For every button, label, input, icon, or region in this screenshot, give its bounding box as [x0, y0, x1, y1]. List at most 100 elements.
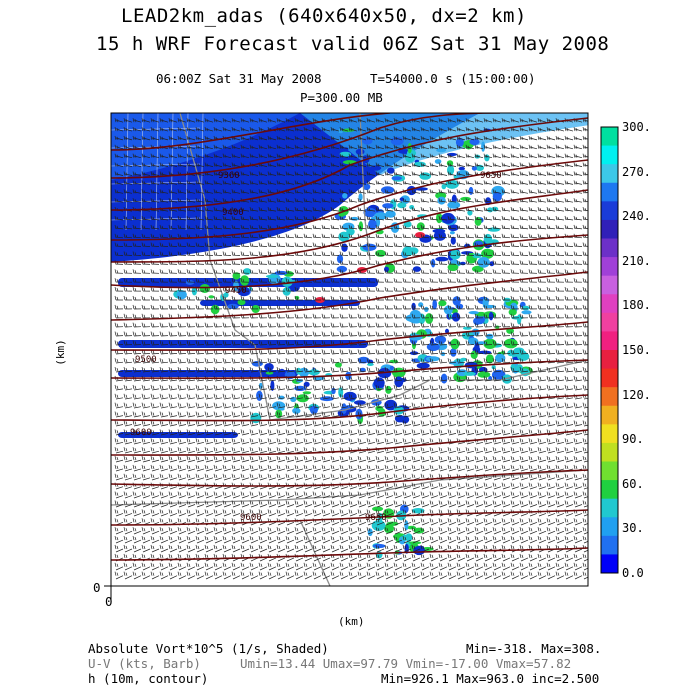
colorbar-block [601, 535, 618, 555]
state-border-line [179, 113, 271, 421]
vorticity-cell [436, 148, 447, 153]
wind-barb [114, 127, 124, 132]
vorticity-cell [296, 394, 309, 403]
vorticity-cell [362, 183, 371, 190]
colorbar-tick-label: 150. [622, 343, 651, 357]
vorticity-cell [265, 371, 274, 375]
vorticity-cell [367, 528, 373, 537]
vorticity-jet-edge [300, 113, 588, 175]
wind-barb [204, 144, 214, 150]
vorticity-cell [240, 275, 250, 286]
wind-barb [222, 144, 232, 150]
wind-barb [465, 118, 475, 123]
wind-barb [159, 127, 169, 132]
vorticity-cell [458, 166, 465, 171]
colorbar-block [601, 164, 618, 184]
y-axis-origin-label: 0 [93, 580, 101, 595]
wind-barb [213, 127, 223, 132]
colorbar-block [601, 257, 618, 277]
x-axis-label: (km) [338, 615, 365, 628]
wind-barb [348, 144, 358, 150]
vorticity-cell [380, 186, 395, 194]
wind-barb [474, 118, 484, 123]
wind-barb [483, 135, 493, 141]
vorticity-cell [334, 362, 342, 368]
wind-barb [384, 118, 394, 123]
colorbar-block [601, 127, 618, 147]
wind-barb [447, 118, 457, 123]
wind-barb [150, 135, 160, 141]
wind-barb [132, 127, 142, 132]
colorbar-block [601, 350, 618, 370]
colorbar-block [601, 498, 618, 518]
wind-barb [357, 127, 367, 132]
vorticity-cell [432, 228, 446, 234]
wind-barb [438, 144, 448, 150]
wind-legend-range: Umin=13.44 Umax=97.79 Vmin=-17.00 Vmax=5… [240, 656, 572, 671]
vorticity-cell [354, 400, 366, 405]
wind-barb [177, 118, 187, 123]
wind-barb [501, 118, 511, 123]
wind-barb [303, 118, 313, 123]
wind-barb [294, 135, 304, 141]
vorticity-cell [303, 381, 310, 387]
vorticity-cell [433, 230, 446, 241]
vorticity-cell [292, 407, 301, 414]
vorticity-cell [363, 207, 377, 218]
vorticity-cell [387, 167, 395, 174]
wind-barb [537, 118, 547, 123]
vorticity-cell [447, 201, 461, 209]
x-axis-origin-label: 0 [105, 594, 113, 609]
colorbar-block [601, 294, 618, 314]
colorbar-block [601, 480, 618, 500]
colorbar-blocks [601, 127, 618, 574]
pressure-level-label: P=300.00 MB [300, 90, 383, 105]
colorbar-block [601, 461, 618, 481]
wind-barb [276, 144, 286, 150]
wind-barb [186, 144, 196, 150]
wind-barb [267, 135, 277, 141]
wind-barb [564, 144, 574, 150]
wind-barb [303, 144, 313, 150]
vorticity-cell [392, 367, 406, 378]
wind-barb [546, 135, 556, 141]
wind-barb [474, 144, 484, 150]
vorticity-cell [237, 299, 246, 306]
wind-barb [312, 127, 322, 132]
vorticity-cell [362, 243, 377, 251]
vorticity-cell [492, 191, 502, 202]
vorticity-cell [372, 543, 386, 549]
wind-barb [222, 127, 232, 132]
wind-barb [573, 135, 583, 141]
wind-barb [114, 135, 124, 141]
wind-barb [519, 144, 529, 150]
vorticity-cell [476, 341, 487, 345]
wind-barb [555, 127, 565, 132]
vorticity-legend-range: Min=-318. Max=308. [466, 641, 602, 656]
wind-barb [474, 127, 484, 132]
vorticity-cell [208, 295, 215, 299]
wind-barb [222, 118, 232, 123]
vorticity-cell [320, 396, 334, 402]
wind-legend-name: U-V (kts, Barb) [88, 656, 201, 671]
vorticity-cell [434, 159, 442, 164]
county-line [111, 181, 201, 185]
wind-barb [123, 127, 133, 132]
vorticity-cell [210, 304, 220, 315]
colorbar-tick-label: 210. [622, 253, 651, 268]
wind-barb [411, 135, 421, 141]
colorbar-block [601, 219, 618, 239]
vorticity-cell [404, 520, 409, 531]
wind-barb [447, 144, 457, 150]
vorticity-cell [408, 541, 422, 545]
vorticity-cell [467, 210, 473, 216]
vorticity-cell [477, 371, 491, 378]
wind-barb [564, 127, 574, 132]
wind-barb [366, 144, 376, 150]
vorticity-cell [502, 374, 512, 384]
wind-barb [429, 144, 439, 150]
vorticity-cell [449, 231, 455, 235]
vorticity-cell [462, 326, 472, 330]
vorticity-cell [218, 279, 231, 285]
vorticity-cell [266, 274, 279, 278]
